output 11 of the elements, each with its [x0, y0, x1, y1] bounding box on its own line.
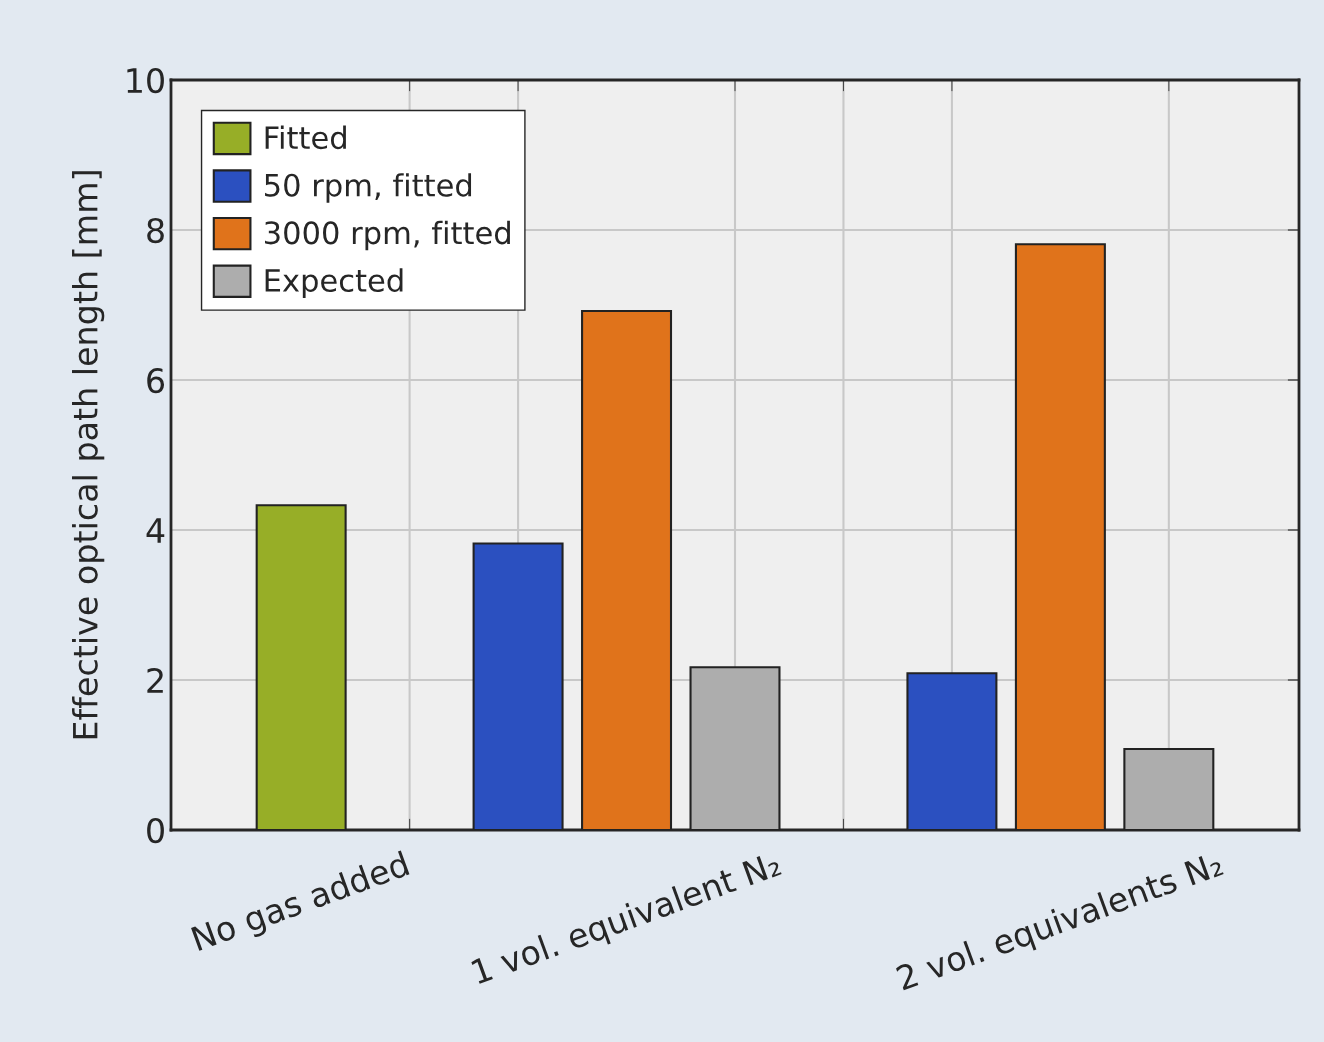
y-tick-label: 10 [127, 67, 164, 94]
legend-label: Expected [265, 268, 403, 298]
y-axis-title: Effective optical path length [mm] [72, 171, 105, 739]
legend-label: 50 rpm, fitted [265, 173, 472, 203]
legend-label: Fitted [265, 125, 346, 150]
y-tick-label: 8 [147, 217, 164, 244]
y-tick-label: 0 [147, 817, 164, 844]
y-tick-label: 4 [146, 518, 165, 543]
legend-label: 3000 rpm, fitted [265, 220, 510, 251]
y-tick-label: 6 [147, 367, 165, 394]
y-tick-label: 2 [147, 667, 163, 693]
